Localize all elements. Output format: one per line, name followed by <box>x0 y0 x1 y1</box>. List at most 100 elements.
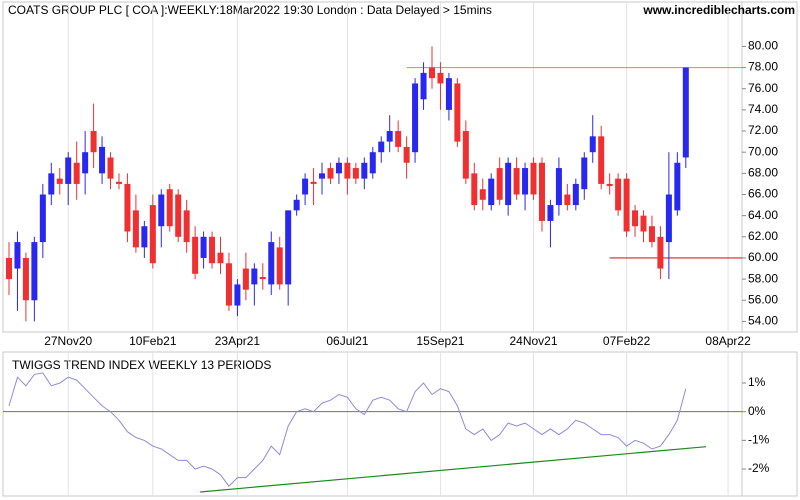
candle-body <box>632 210 639 227</box>
candle-body <box>352 168 359 179</box>
candle-body <box>420 72 427 100</box>
candle-body <box>386 131 393 142</box>
candle-body <box>310 181 317 184</box>
candle-body <box>217 252 224 264</box>
candle-body <box>39 194 46 243</box>
y-tick-label: 66.00 <box>748 187 778 201</box>
candle-body <box>640 215 647 232</box>
candle-body <box>73 162 80 184</box>
y-tick-label: -1% <box>748 433 770 447</box>
candle-body <box>82 152 89 174</box>
candle-body <box>513 168 520 195</box>
candle-body <box>538 162 545 221</box>
y-tick-label: 54.00 <box>748 314 778 328</box>
candle-body <box>581 157 588 190</box>
y-tick-label: 56.00 <box>748 292 778 306</box>
y-tick-label: 0% <box>748 404 766 418</box>
candle-body <box>445 78 452 110</box>
candle-body <box>555 168 562 206</box>
candle-body <box>132 210 139 248</box>
candle-body <box>682 67 689 158</box>
y-tick-label: 76.00 <box>748 81 778 95</box>
y-tick-label: 58.00 <box>748 271 778 285</box>
y-tick-label: 72.00 <box>748 123 778 137</box>
candle-body <box>115 181 122 184</box>
candle-body <box>268 242 275 285</box>
candle-body <box>166 189 173 227</box>
candle-body <box>505 162 512 206</box>
candle-body <box>665 194 672 243</box>
candle-body <box>285 210 292 285</box>
candle-body <box>657 236 664 269</box>
candle-body <box>319 173 326 179</box>
candle-body <box>530 162 537 195</box>
candle-body <box>141 226 148 248</box>
candle-body <box>335 162 342 174</box>
candle-body <box>471 173 478 206</box>
candle-body <box>547 205 554 221</box>
candle-body <box>107 157 114 179</box>
candle-body <box>6 257 12 280</box>
candle-body <box>395 131 402 147</box>
trend-line <box>200 446 707 493</box>
candle-body <box>259 277 266 280</box>
candle-body <box>225 263 232 306</box>
candle-body <box>183 210 190 243</box>
candle-body <box>14 242 21 269</box>
candle-body <box>623 178 630 232</box>
candle-body <box>454 83 461 142</box>
candle-body <box>564 194 571 206</box>
candle-body <box>496 168 503 200</box>
candle-body <box>462 131 469 179</box>
candle-body <box>149 205 156 264</box>
candle-body <box>327 168 334 179</box>
chart-title: COATS GROUP PLC [ COA ]:WEEKLY:18Mar2022… <box>8 3 492 17</box>
x-tick-label: 24Nov21 <box>509 334 557 348</box>
x-tick-label: 27Nov20 <box>44 334 92 348</box>
candle-body <box>378 141 385 153</box>
candle-body <box>572 183 579 206</box>
y-tick-label: -2% <box>748 461 770 475</box>
y-tick-label: 1% <box>748 375 766 389</box>
candle-body <box>302 178 309 195</box>
candle-body <box>90 131 97 153</box>
candle-body <box>589 136 596 153</box>
candle-body <box>293 199 300 211</box>
candle-body <box>648 226 655 243</box>
candle-body <box>598 136 605 184</box>
candle-body <box>361 162 368 179</box>
y-tick-label: 60.00 <box>748 250 778 264</box>
y-tick-label: 80.00 <box>748 39 778 53</box>
candle-body <box>31 242 38 301</box>
candle-body <box>99 146 106 174</box>
x-tick-label: 07Feb22 <box>603 334 651 348</box>
indicator-title: TWIGGS TREND INDEX WEEKLY 13 PERIODS <box>12 358 271 372</box>
candle-body <box>344 162 351 179</box>
candle-body <box>209 236 216 264</box>
y-tick-label: 74.00 <box>748 102 778 116</box>
candle-body <box>56 178 63 184</box>
candle-body <box>124 183 131 232</box>
source: www.incrediblecharts.com <box>642 3 795 17</box>
x-tick-label: 10Feb21 <box>129 334 177 348</box>
candle-body <box>606 183 613 187</box>
candle-body <box>251 268 258 285</box>
candle-body <box>488 178 495 206</box>
candle-body <box>22 257 29 301</box>
candle-body <box>175 194 182 237</box>
x-tick-label: 08Apr22 <box>705 334 751 348</box>
candle-body <box>403 146 410 163</box>
candle-body <box>429 67 435 79</box>
candle-body <box>412 83 419 153</box>
x-tick-label: 15Sep21 <box>416 334 464 348</box>
x-tick-label: 06Jul21 <box>326 334 368 348</box>
candle-body <box>234 284 241 306</box>
indicator-line <box>8 372 687 487</box>
candle-body <box>522 168 529 195</box>
candle-body <box>200 236 207 258</box>
candle-body <box>615 178 622 211</box>
candle-body <box>369 152 376 174</box>
candle-body <box>65 157 72 184</box>
candle-body <box>48 173 55 195</box>
